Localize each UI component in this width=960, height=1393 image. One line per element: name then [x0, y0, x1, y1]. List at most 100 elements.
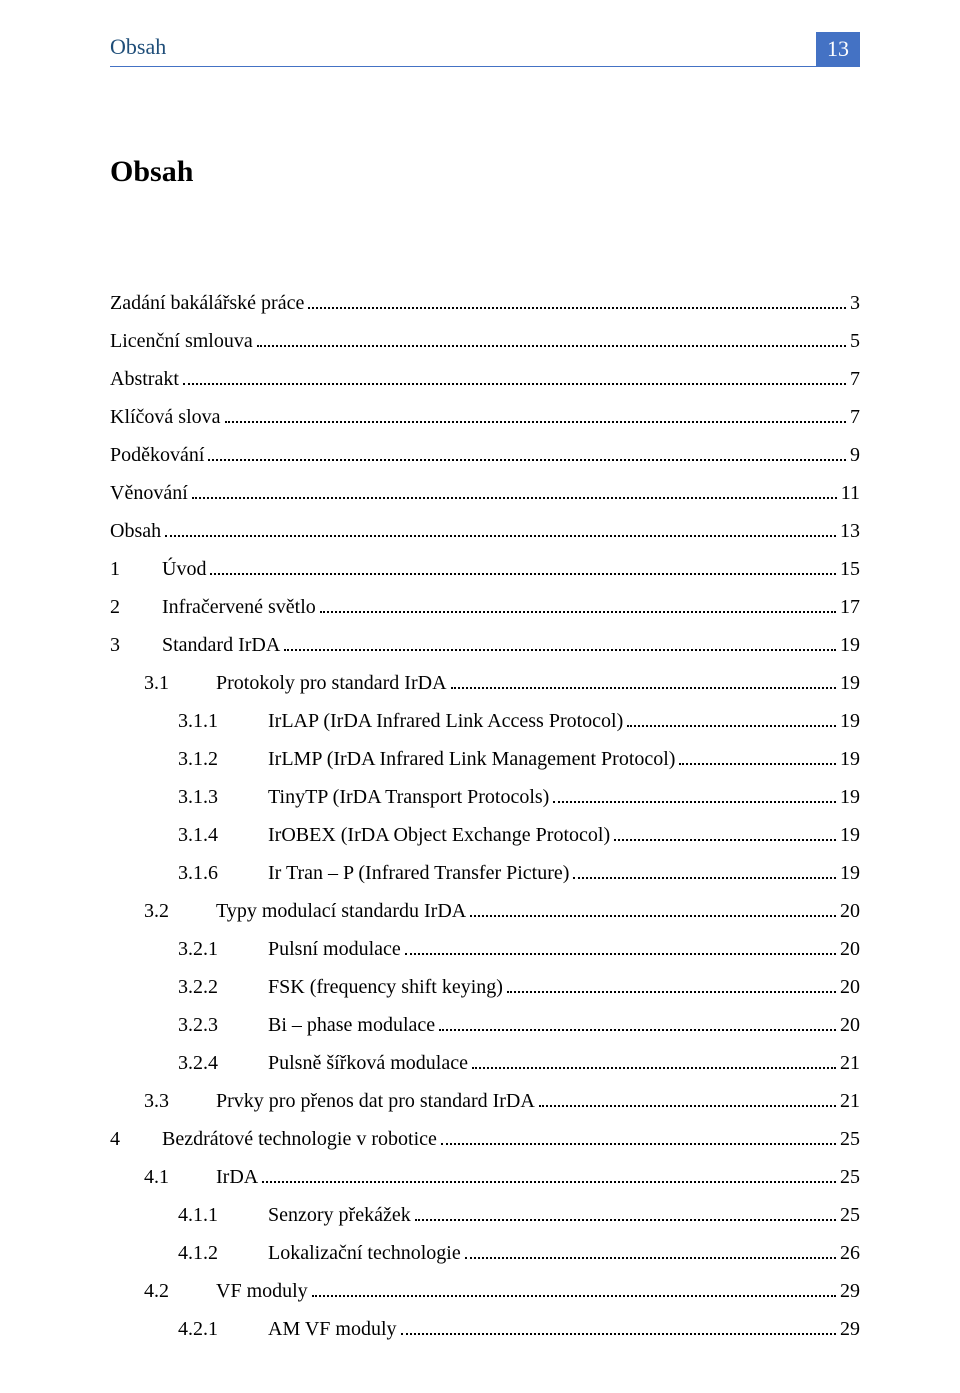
page-title: Obsah: [110, 155, 860, 189]
toc-entry-number: 4.1.1: [178, 1205, 244, 1225]
toc-entry-title: Standard IrDA: [162, 634, 280, 656]
toc-entry-title: Abstrakt: [110, 368, 179, 390]
toc-entry-page: 9: [850, 445, 860, 465]
toc-entry-page: 19: [840, 825, 860, 845]
toc-entry-title: Poděkování: [110, 444, 204, 466]
toc-entry-title: Typy modulací standardu IrDA: [216, 900, 466, 922]
toc-entry: 3.2.1Pulsní modulace20: [178, 935, 860, 959]
toc-entry-label: 4 Bezdrátové technologie v robotice: [110, 1129, 437, 1149]
toc-leader: [208, 441, 846, 461]
toc-entry-title: Pulsně šířková modulace: [268, 1052, 468, 1074]
toc-entry-label: 3.1.4IrOBEX (IrDA Object Exchange Protoc…: [178, 825, 610, 845]
toc-leader: [308, 289, 846, 309]
toc-leader: [539, 1087, 836, 1107]
toc-entry-title: Prvky pro přenos dat pro standard IrDA: [216, 1090, 535, 1112]
toc-leader: [312, 1277, 836, 1297]
toc-entry-label: 1Úvod: [110, 559, 206, 579]
toc-entry-label: 4.1.1 Senzory překážek: [178, 1205, 411, 1225]
toc-entry-label: 3.1.6 Ir Tran – P (Infrared Transfer Pict…: [178, 863, 569, 883]
toc-leader: [465, 1239, 836, 1259]
toc-entry-page: 11: [841, 483, 860, 503]
toc-entry-label: 3.2.2FSK (frequency shift keying): [178, 977, 503, 997]
toc-entry-page: 19: [840, 863, 860, 883]
toc-entry-number: 3.1.6: [178, 863, 244, 883]
toc-entry-number: 2: [110, 597, 138, 617]
toc-entry-page: 20: [840, 1015, 860, 1035]
toc-entry-label: 3.2.3 Bi – phase modulace: [178, 1015, 435, 1035]
toc-leader: [451, 669, 836, 689]
toc-entry-title: Věnování: [110, 482, 188, 504]
toc-entry: 4.2VF moduly29: [144, 1277, 860, 1301]
toc-entry: 3.1.4IrOBEX (IrDA Object Exchange Protoc…: [178, 821, 860, 845]
toc-entry-title: IrLMP (IrDA Infrared Link Management Pro…: [268, 748, 675, 770]
toc-entry-label: Klíčová slova: [110, 407, 221, 427]
toc-entry-title: Zadání bakálářské práce: [110, 292, 304, 314]
running-header: Obsah 13: [110, 32, 860, 66]
toc-entry-label: 4.2VF moduly: [144, 1281, 308, 1301]
toc-entry-page: 13: [840, 521, 860, 541]
toc-entry-label: Obsah: [110, 521, 161, 541]
toc-entry-title: IrLAP (IrDA Infrared Link Access Protoco…: [268, 710, 623, 732]
toc-entry-label: Věnování: [110, 483, 188, 503]
header-page-number: 13: [816, 32, 860, 66]
toc-entry-page: 7: [850, 407, 860, 427]
toc-entry-number: 3.2: [144, 901, 192, 921]
toc-entry: Poděkování 9: [110, 441, 860, 465]
toc-entry-title: Klíčová slova: [110, 406, 221, 428]
toc-entry-page: 21: [840, 1053, 860, 1073]
toc-entry: Licenční smlouva5: [110, 327, 860, 351]
toc-entry-label: 3.3Prvky pro přenos dat pro standard IrD…: [144, 1091, 535, 1111]
toc-entry-title: VF moduly: [216, 1280, 308, 1302]
toc-entry-label: 4.1.2Lokalizační technologie: [178, 1243, 461, 1263]
toc-entry-label: 3.1.1IrLAP (IrDA Infrared Link Access Pr…: [178, 711, 623, 731]
toc-entry: 3.2.4 Pulsně šířková modulace 21: [178, 1049, 860, 1073]
toc-entry-title: Bezdrátové technologie v robotice: [162, 1128, 437, 1150]
toc-entry-title: Obsah: [110, 520, 161, 542]
toc-entry-label: 3.1.3 TinyTP (IrDA Transport Protocols): [178, 787, 549, 807]
toc-entry: 3.2.3 Bi – phase modulace 20: [178, 1011, 860, 1035]
toc-entry-title: AM VF moduly: [268, 1318, 397, 1340]
toc-entry-label: Abstrakt: [110, 369, 179, 389]
toc-entry-title: Senzory překážek: [268, 1204, 411, 1226]
toc-entry-page: 29: [840, 1319, 860, 1339]
toc-entry: 3.1.3TinyTP (IrDA Transport Protocols)19: [178, 783, 860, 807]
toc-entry-title: Bi – phase modulace: [268, 1014, 435, 1036]
toc-entry: Klíčová slova 7: [110, 403, 860, 427]
toc-entry-number: 4.1: [144, 1167, 192, 1187]
toc-leader: [183, 365, 846, 385]
toc-entry: 3.1.1IrLAP (IrDA Infrared Link Access Pr…: [178, 707, 860, 731]
toc-leader: [614, 821, 836, 841]
toc-entry-page: 19: [840, 749, 860, 769]
toc-leader: [679, 745, 836, 765]
toc-leader: [573, 859, 836, 879]
toc-entry-page: 20: [840, 901, 860, 921]
toc-entry-title: IrDA: [216, 1166, 258, 1188]
toc-entry-page: 15: [840, 559, 860, 579]
toc-entry: Zadání bakálářské práce3: [110, 289, 860, 313]
toc-entry-number: 3.2.4: [178, 1053, 244, 1073]
toc-entry-label: 4.2.1AM VF moduly: [178, 1319, 397, 1339]
toc-entry-label: 3 Standard IrDA: [110, 635, 280, 655]
toc-entry-number: 3.2.3: [178, 1015, 244, 1035]
toc-entry-title: TinyTP (IrDA Transport Protocols): [268, 786, 549, 808]
toc-leader: [470, 897, 836, 917]
toc-entry-label: 3.1Protokoly pro standard IrDA: [144, 673, 447, 693]
toc-entry-title: Ir Tran – P (Infrared Transfer Picture): [268, 862, 569, 884]
toc-entry: 3.3Prvky pro přenos dat pro standard IrD…: [144, 1087, 860, 1111]
toc-entry-page: 25: [840, 1167, 860, 1187]
toc-entry-title: Licenční smlouva: [110, 330, 253, 352]
toc-entry-page: 26: [840, 1243, 860, 1263]
toc-entry: 3.2.2FSK (frequency shift keying)20: [178, 973, 860, 997]
toc-entry-number: 3.1: [144, 673, 192, 693]
toc-entry-number: 4.1.2: [178, 1243, 244, 1263]
toc-leader: [320, 593, 836, 613]
toc-entry-title: FSK (frequency shift keying): [268, 976, 503, 998]
toc-leader: [627, 707, 836, 727]
toc-entry-number: 3: [110, 635, 138, 655]
document-page: Obsah 13 Obsah Zadání bakálářské práce3L…: [0, 0, 960, 1393]
toc-entry-number: 3.1.3: [178, 787, 244, 807]
toc-entry-number: 4: [110, 1129, 138, 1149]
toc-entry-label: 3.2.4 Pulsně šířková modulace: [178, 1053, 468, 1073]
toc-entry-page: 19: [840, 711, 860, 731]
toc-entry: 3Standard IrDA19: [110, 631, 860, 655]
